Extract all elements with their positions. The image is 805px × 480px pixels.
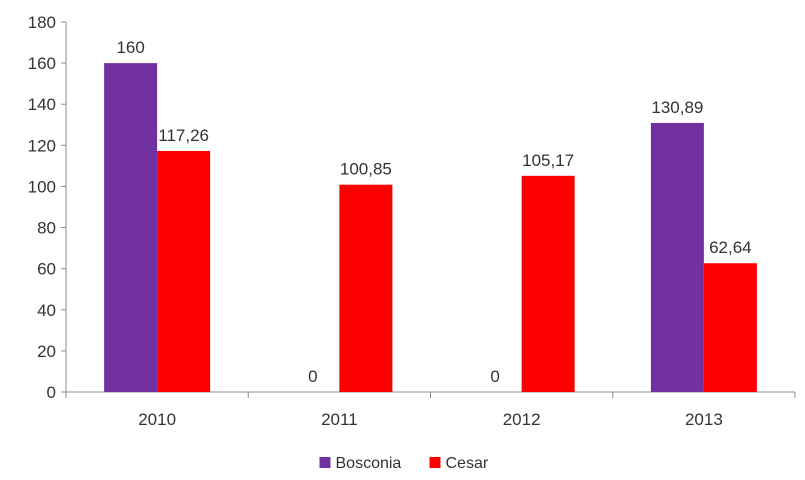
- data-label-cesar-2013: 62,64: [709, 238, 752, 257]
- bar-cesar-2011: [339, 184, 393, 392]
- bar-cesar-2013: [703, 263, 757, 392]
- bar-bosconia-2010: [104, 63, 158, 392]
- legend: Bosconia Cesar: [319, 455, 489, 472]
- y-tick-label-120: 120: [28, 136, 56, 155]
- legend-label-cesar: Cesar: [446, 455, 489, 472]
- y-tick-label-100: 100: [28, 177, 56, 196]
- data-label-cesar-2010: 117,26: [158, 126, 209, 145]
- x-tick-label-2012: 2012: [503, 410, 541, 429]
- legend-label-bosconia: Bosconia: [336, 455, 402, 472]
- y-tick-label-160: 160: [28, 54, 56, 73]
- x-tick-label-2013: 2013: [685, 410, 723, 429]
- y-tick-label-180: 180: [28, 13, 56, 32]
- data-labels: 160 117,26 0 100,85 0 105,17 130,89 62,64: [116, 38, 751, 386]
- axes: 0 20 40 60 80 100 120 140 160 180 2010 2011 2012 2013: [28, 13, 796, 429]
- data-label-cesar-2012: 105,17: [522, 151, 574, 170]
- bar-bosconia-2013: [650, 122, 704, 392]
- y-tick-label-40: 40: [37, 301, 56, 320]
- data-label-bosconia-2013: 130,89: [651, 98, 703, 117]
- legend-swatch-bosconia: [319, 457, 331, 468]
- bar-cesar-2010: [157, 150, 211, 392]
- y-tick-label-20: 20: [37, 342, 56, 361]
- y-tick-label-0: 0: [47, 383, 56, 402]
- x-tick-label-2011: 2011: [321, 410, 358, 429]
- y-tick-label-140: 140: [28, 95, 56, 114]
- data-label-bosconia-2011: 0: [308, 367, 317, 386]
- bars: [104, 63, 757, 392]
- data-label-bosconia-2012: 0: [490, 367, 499, 386]
- bar-cesar-2012: [521, 175, 575, 392]
- legend-swatch-cesar: [429, 457, 441, 468]
- y-tick-label-80: 80: [37, 219, 56, 238]
- x-tick-label-2010: 2010: [138, 410, 176, 429]
- data-label-cesar-2011: 100,85: [340, 160, 392, 179]
- y-tick-label-60: 60: [37, 260, 56, 279]
- data-label-bosconia-2010: 160: [116, 38, 144, 57]
